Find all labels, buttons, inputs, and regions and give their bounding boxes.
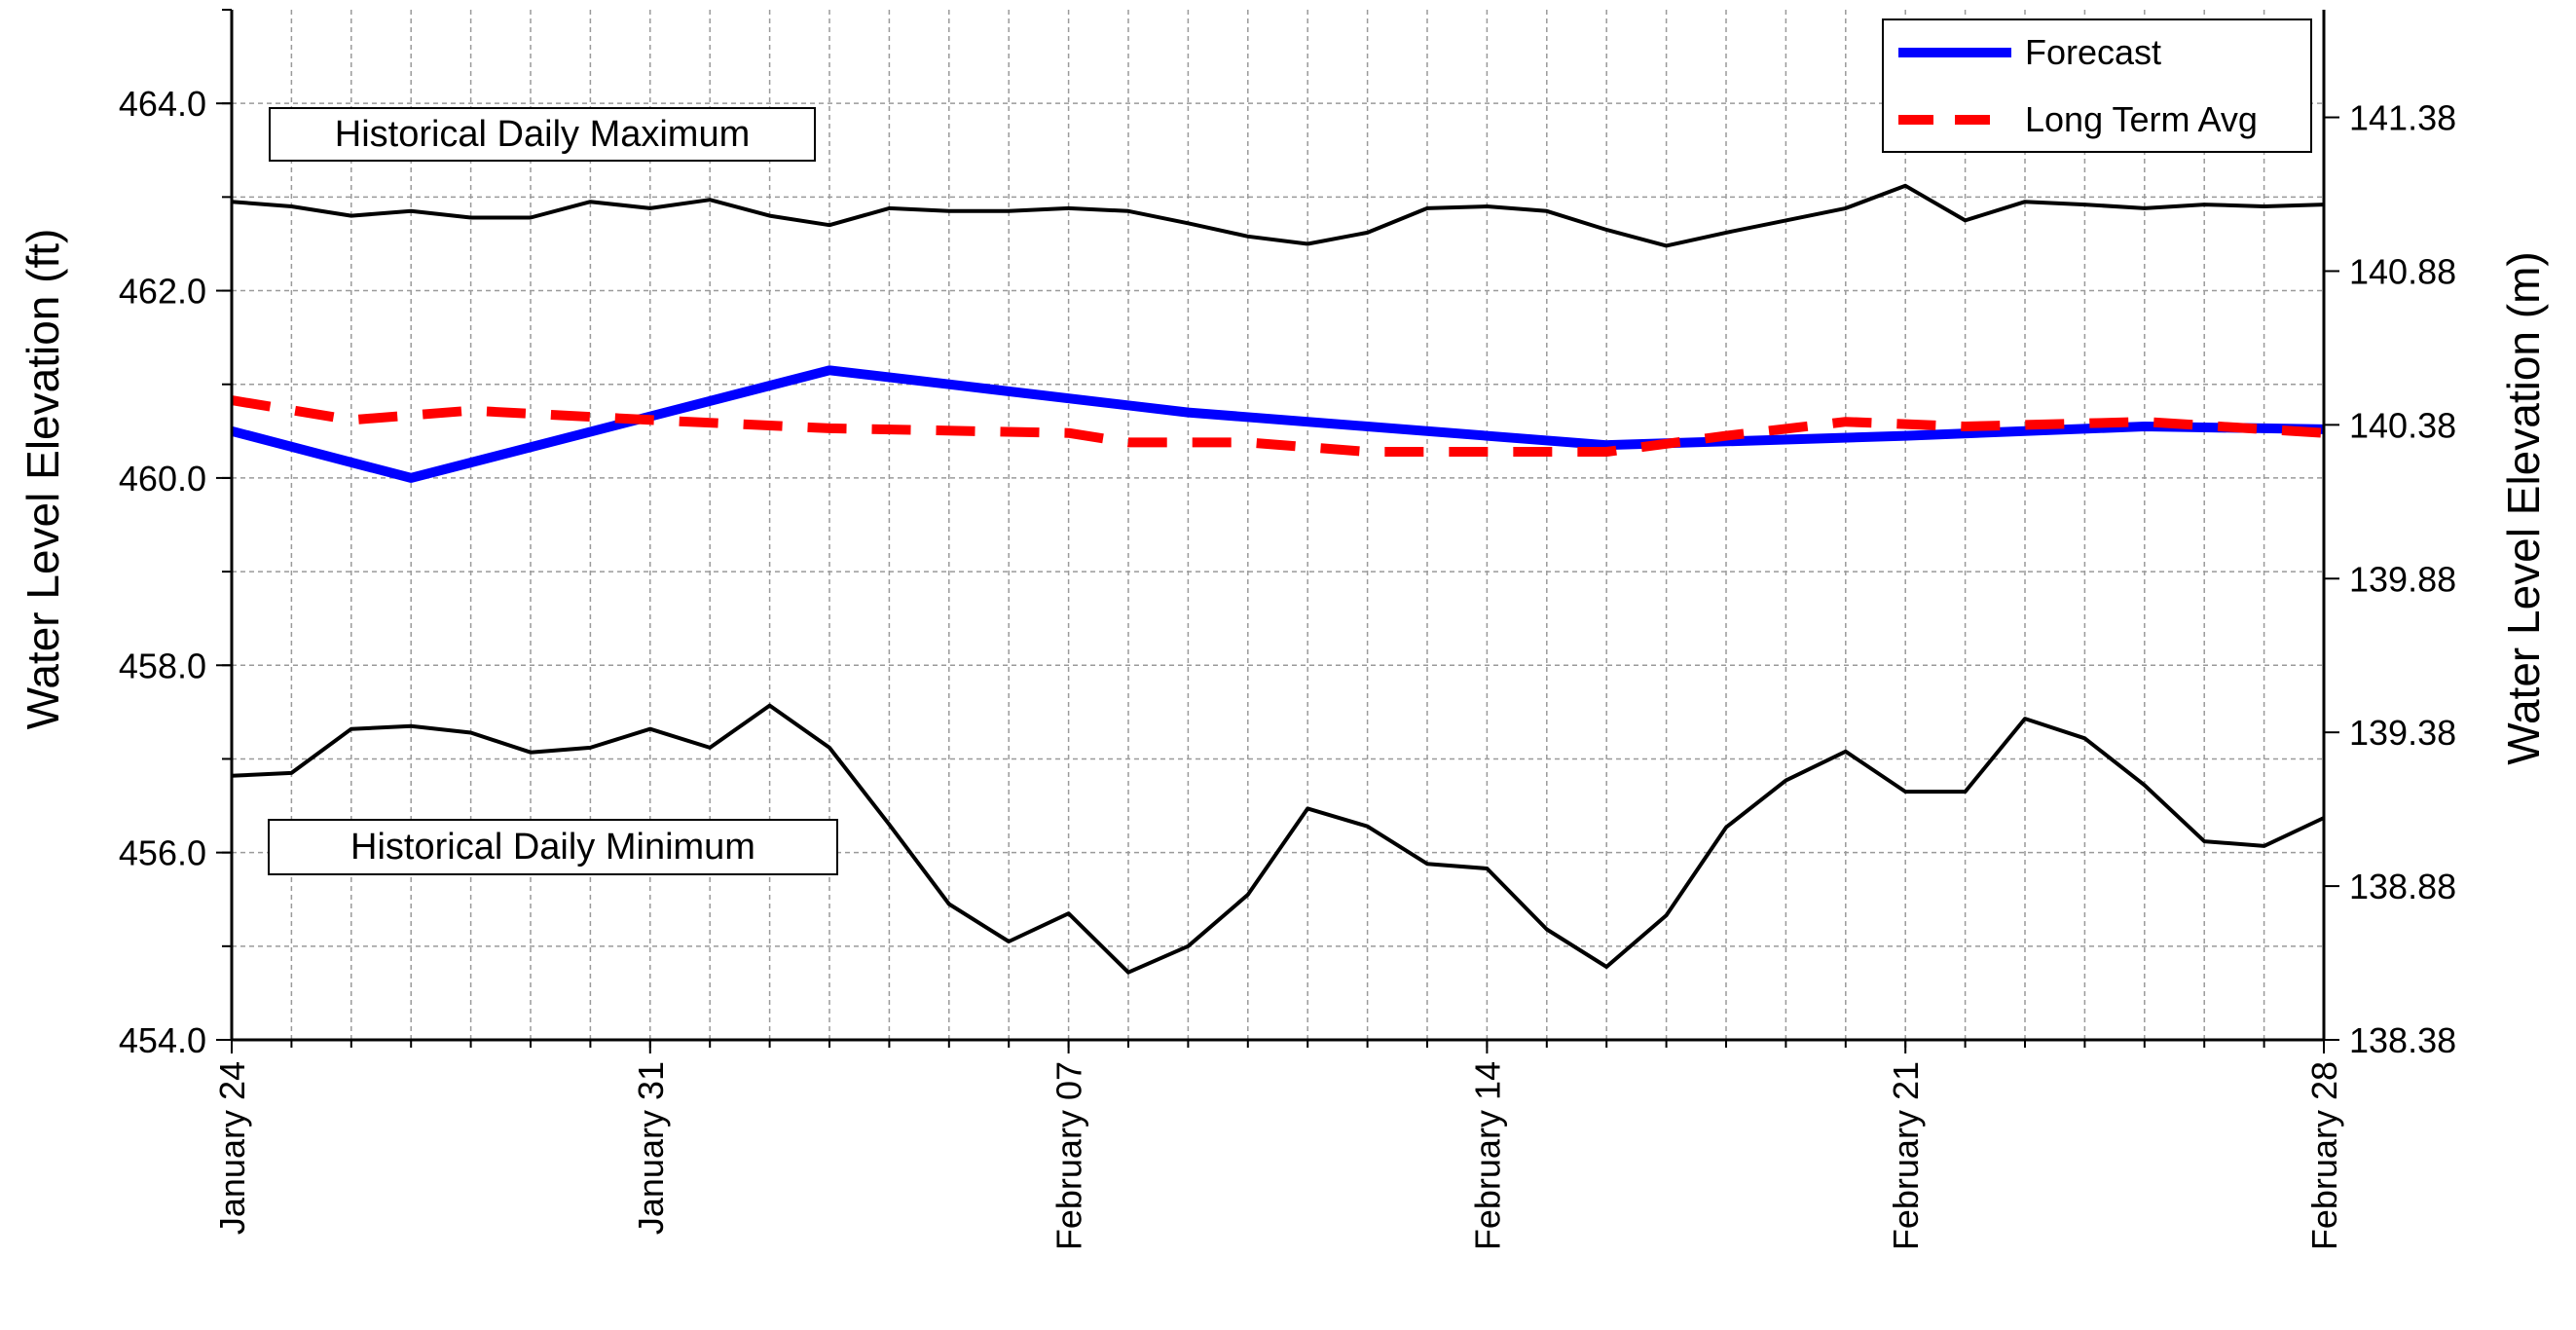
- annotation-max: Historical Daily Maximum: [269, 107, 816, 162]
- series-line-historical-min: [231, 703, 2325, 975]
- x-tick-label: February 28: [2304, 1061, 2344, 1250]
- y-axis-title-left: Water Level Elevation (ft): [18, 229, 68, 730]
- annotation-min-text: Historical Daily Minimum: [350, 827, 755, 868]
- y-tick-label-left: 456.0: [119, 833, 206, 873]
- legend-label-forecast: Forecast: [2025, 32, 2161, 72]
- annotation-min-box: [268, 819, 838, 875]
- y-tick-label-right: 138.88: [2349, 867, 2456, 906]
- y-tick-label-left: 454.0: [119, 1020, 206, 1060]
- grid: [232, 10, 2324, 1040]
- series-line-forecast: [230, 365, 2325, 483]
- y-tick-label-right: 140.88: [2349, 251, 2456, 291]
- y-tick-label-left: 464.0: [119, 84, 206, 124]
- x-tick-label: January 31: [631, 1061, 671, 1235]
- y-tick-label-right: 140.38: [2349, 405, 2456, 445]
- x-tick-label: February 07: [1049, 1061, 1089, 1250]
- series-layer: [230, 183, 2325, 975]
- legend-label-long-term-avg: Long Term Avg: [2025, 99, 2258, 139]
- annotation-min: Historical Daily Minimum: [268, 819, 838, 875]
- y-tick-label-right: 139.38: [2349, 713, 2456, 753]
- y-tick-label-right: 139.88: [2349, 559, 2456, 599]
- legend: Forecast Long Term Avg: [1882, 18, 2312, 153]
- x-tick-label: February 14: [1467, 1061, 1507, 1250]
- annotation-max-text: Historical Daily Maximum: [335, 114, 751, 155]
- series-line-long-term-avg: [231, 395, 2325, 457]
- legend-box: [1882, 18, 2312, 153]
- axes: [216, 9, 2339, 1053]
- series-line-historical-max: [231, 183, 2325, 248]
- y-axis-title-right: Water Level Elevation (m): [2498, 251, 2549, 764]
- x-tick-label: February 21: [1886, 1061, 1926, 1250]
- annotation-max-box: [269, 107, 816, 162]
- y-tick-label-left: 458.0: [119, 646, 206, 685]
- tick-labels: 454.0 456.0 458.0 460.0 462.0 464.0 138.38 138.…: [119, 84, 2456, 1250]
- x-tick-label: January 24: [212, 1061, 252, 1235]
- y-tick-label-right: 138.38: [2349, 1020, 2456, 1060]
- y-tick-label-left: 462.0: [119, 272, 206, 312]
- y-tick-label-right: 141.38: [2349, 98, 2456, 138]
- y-tick-label-left: 460.0: [119, 459, 206, 499]
